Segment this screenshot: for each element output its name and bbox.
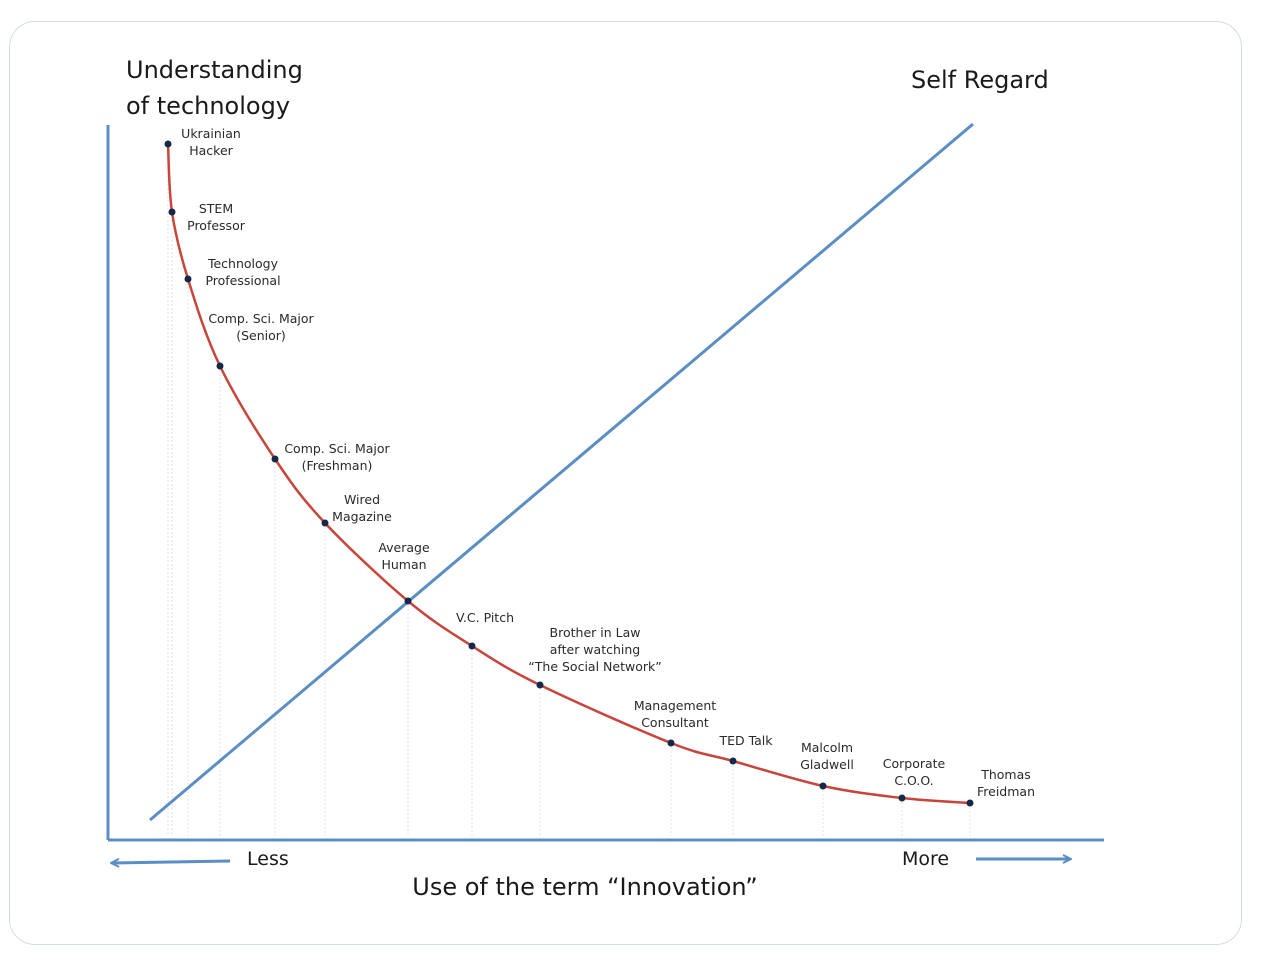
point-marker	[667, 739, 675, 747]
point-label: Average	[378, 540, 430, 555]
point-label: “The Social Network”	[528, 659, 661, 674]
self-regard-line	[149, 122, 974, 822]
less-arrow	[112, 861, 231, 863]
point-label: Comp. Sci. Major	[208, 311, 314, 326]
point-marker	[819, 782, 827, 790]
curve-point: Thomas Freidman	[966, 767, 1035, 807]
point-marker	[729, 757, 737, 765]
point-label: Management	[634, 698, 716, 713]
curve-point: Brother in Law after watching “The Social …	[528, 625, 662, 689]
point-marker	[271, 455, 279, 463]
curve-point: Corporate C.O.O.	[883, 756, 946, 802]
point-marker	[216, 362, 224, 370]
point-label: Consultant	[641, 715, 709, 730]
curve-point: TED Talk	[718, 733, 773, 765]
point-label: Human	[381, 557, 426, 572]
point-marker	[168, 208, 176, 216]
point-label: Magazine	[332, 509, 392, 524]
point-label: Freidman	[977, 784, 1035, 799]
self-regard-label: Self Regard	[911, 66, 1049, 94]
curve-point: Management Consultant	[634, 698, 716, 747]
point-marker	[966, 799, 974, 807]
point-label: Professor	[187, 218, 246, 233]
curve-point: Malcolm Gladwell	[800, 740, 854, 790]
point-marker	[321, 519, 329, 527]
curve-point: Wired Magazine	[321, 492, 392, 527]
point-marker	[898, 794, 906, 802]
point-label: Gladwell	[800, 757, 854, 772]
curve-point: Ukrainian Hacker	[164, 126, 241, 158]
point-label: V.C. Pitch	[456, 610, 514, 625]
curve-point: Average Human	[378, 540, 430, 605]
point-label: (Senior)	[236, 328, 286, 343]
curve-point: Technology Professional	[184, 256, 281, 288]
guide-lines	[167, 148, 971, 836]
point-marker	[184, 275, 192, 283]
point-label: Ukrainian	[181, 126, 241, 141]
point-label: TED Talk	[718, 733, 773, 748]
point-label: after watching	[550, 642, 640, 657]
x-axis-title: Use of the term “Innovation”	[412, 873, 758, 901]
point-label: Wired	[344, 492, 380, 507]
y-axis-title-line-2: of technology	[126, 92, 290, 120]
point-label: Corporate	[883, 756, 946, 771]
curve-point: Comp. Sci. Major (Freshman)	[271, 441, 391, 473]
point-label: Hacker	[189, 143, 233, 158]
point-label: Malcolm	[801, 740, 853, 755]
point-marker	[536, 681, 544, 689]
x-axis-more-label: More	[902, 848, 949, 870]
point-marker	[164, 140, 172, 148]
point-label: Professional	[205, 273, 280, 288]
curve-point: Comp. Sci. Major (Senior)	[208, 311, 315, 370]
point-label: C.O.O.	[894, 773, 933, 788]
understanding-curve	[166, 143, 971, 805]
curve-point: V.C. Pitch	[456, 610, 514, 650]
point-marker	[404, 597, 412, 605]
curve-point: STEM Professor	[168, 201, 246, 233]
diagram-card	[9, 21, 1242, 945]
point-label: Brother in Law	[550, 625, 641, 640]
point-marker	[468, 642, 476, 650]
y-axis-title-line-1: Understanding	[126, 56, 303, 84]
point-group: Ukrainian Hacker STEM Professor Technology Pr…	[164, 126, 1035, 807]
point-label: (Freshman)	[302, 458, 373, 473]
point-label: Comp. Sci. Major	[284, 441, 390, 456]
x-axis-less-label: Less	[247, 848, 289, 870]
point-label: STEM	[199, 201, 233, 216]
point-label: Thomas	[980, 767, 1031, 782]
point-label: Technology	[207, 256, 279, 271]
